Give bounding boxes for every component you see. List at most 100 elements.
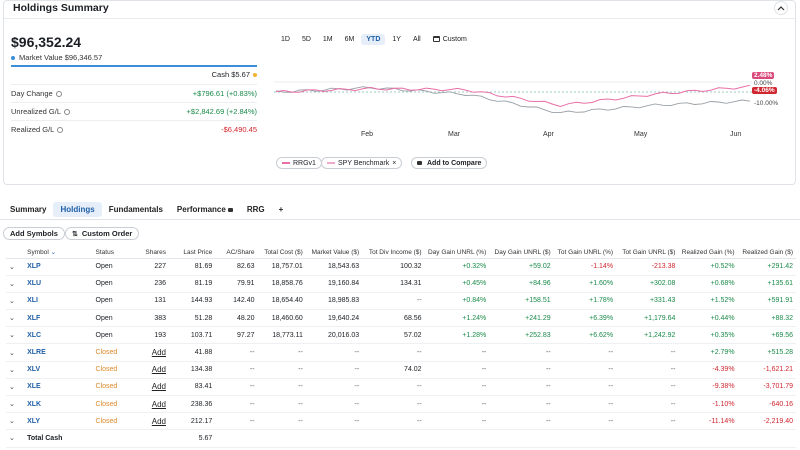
cell-symbol[interactable]: XLI	[24, 292, 93, 311]
cell-symbol[interactable]: XLY	[24, 412, 93, 431]
range-1y[interactable]: 1Y	[392, 36, 401, 43]
chevron-up-icon[interactable]	[774, 1, 788, 15]
table-row[interactable]: ⌄ XLV Closed Add 134.38 -- -- -- 74.02 -- -- -- -- -4…	[6, 361, 796, 379]
col-tot-gain-usd[interactable]: Tot Gain UNRL ($)	[616, 247, 679, 259]
cell-tot-gain-pct: +1.60%	[553, 275, 617, 293]
table-row[interactable]: ⌄ XLU Open 236 81.19 79.91 18,858.76 19,160.84 1…	[6, 275, 796, 293]
cell-div-income: --	[362, 395, 425, 414]
cell-tot-gain-pct: -1.14%	[553, 258, 617, 276]
cell-realized-pct: +0.44%	[678, 309, 738, 328]
cell-tot-gain-pct: --	[553, 361, 617, 379]
add-shares-link[interactable]: Add	[134, 378, 169, 397]
cell-shares: 236	[134, 275, 169, 293]
table-row[interactable]: ⌄ XLF Open 383 51.28 48.20 18,460.60 19,640.24 6…	[6, 309, 796, 328]
cell-symbol[interactable]: XLP	[24, 258, 93, 276]
add-shares-link[interactable]: Add	[134, 412, 169, 431]
cell-status: Closed	[92, 395, 135, 414]
col-market-value[interactable]: Market Value ($)	[305, 247, 363, 259]
table-row[interactable]: ⌄ XLP Open 227 81.69 82.63 18,757.01 18,543.63 1…	[6, 258, 796, 276]
cell-market-value: 20,016.03	[305, 326, 363, 345]
cell-symbol[interactable]: XLF	[24, 309, 93, 328]
table-row[interactable]: ⌄ XLE Closed Add 83.41 -- -- -- -- -- -- -- -- -9.38%…	[6, 378, 796, 397]
range-1m[interactable]: 1M	[322, 36, 333, 43]
col-realized-usd[interactable]: Realized Gain ($)	[737, 247, 796, 259]
expand-chevron-icon[interactable]: ⌄	[6, 412, 25, 431]
custom-order-button[interactable]: ⇅ Custom Order	[65, 227, 140, 240]
range-1d[interactable]: 1D	[281, 36, 290, 43]
cell-total-cost: --	[257, 412, 306, 431]
range-6m[interactable]: 6M	[344, 36, 355, 43]
market-value-dot-icon	[11, 55, 15, 60]
total-value: $96,352.24	[11, 34, 82, 50]
expand-chevron-icon[interactable]: ⌄	[6, 275, 25, 293]
cell-symbol[interactable]: XLU	[24, 275, 93, 293]
col-tot-gain-pct[interactable]: Tot Gain UNRL (%)	[553, 247, 617, 259]
add-shares-link[interactable]: Add	[134, 361, 169, 379]
tab-holdings[interactable]: Holdings	[53, 202, 102, 217]
x-tick-apr: Apr	[543, 131, 554, 138]
col-realized-pct[interactable]: Realized Gain (%)	[678, 247, 738, 259]
cell-symbol[interactable]: XLK	[24, 395, 93, 414]
expand-chevron-icon[interactable]: ⌄	[6, 326, 25, 345]
cell-day-gain-pct: +1.28%	[424, 326, 490, 345]
expand-chevron-icon[interactable]: ⌄	[6, 343, 25, 362]
expand-chevron-icon[interactable]: ⌄	[6, 361, 25, 379]
cell-ac-share: --	[215, 343, 258, 362]
cell-realized-pct: +1.52%	[678, 292, 738, 311]
expand-chevron-icon[interactable]: ⌄	[6, 395, 25, 414]
col-status[interactable]: Status	[92, 247, 135, 259]
tab-fundamentals[interactable]: Fundamentals	[108, 205, 163, 214]
legend-spy[interactable]: SPY Benchmark ×	[321, 157, 403, 169]
table-row[interactable]: ⌄ XLY Closed Add 212.17 -- -- -- -- -- -- -- -- -11.1…	[6, 412, 796, 431]
market-value-line: Market Value $96,346.57	[11, 53, 102, 62]
col-symbol[interactable]: Symbol ⌄	[24, 247, 93, 259]
lock-icon	[227, 208, 233, 212]
expand-chevron-icon[interactable]: ⌄	[6, 258, 25, 276]
cell-shares: 131	[134, 292, 169, 311]
realized-value: -$6,490.45	[221, 125, 257, 134]
cell-symbol[interactable]: XLRE	[24, 343, 93, 362]
expand-chevron-icon[interactable]: ⌄	[6, 309, 25, 328]
add-shares-link[interactable]: Add	[134, 395, 169, 414]
table-row[interactable]: ⌄ XLC Open 193 103.71 97.27 18,773.11 20,016.03…	[6, 326, 796, 345]
cell-symbol[interactable]: XLV	[24, 361, 93, 379]
remove-benchmark-icon[interactable]: ×	[392, 159, 397, 167]
info-icon[interactable]	[55, 90, 62, 97]
table-row[interactable]: ⌄ XLK Closed Add 238.36 -- -- -- -- -- -- -- -- -1.10…	[6, 395, 796, 414]
expand-chevron-icon[interactable]: ⌄	[6, 292, 25, 311]
table-row[interactable]: ⌄ XLI Open 131 144.93 142.40 18,654.40 18,985.8…	[6, 292, 796, 311]
table-row[interactable]: ⌄ XLRE Closed Add 41.88 -- -- -- -- -- -- -- -- +2.79…	[6, 343, 796, 362]
add-tab-button[interactable]: +	[278, 205, 284, 214]
col-total-cost[interactable]: Total Cost ($)	[257, 247, 306, 259]
add-symbols-button[interactable]: Add Symbols	[3, 227, 65, 240]
legend-portfolio[interactable]: RRGv1	[276, 157, 322, 169]
range-all[interactable]: All	[412, 36, 421, 43]
col-shares[interactable]: Shares	[134, 247, 169, 259]
col-last-price[interactable]: Last Price	[169, 247, 216, 259]
cell-symbol[interactable]: XLE	[24, 378, 93, 397]
cell-tot-gain-usd: +1,242.92	[616, 326, 679, 345]
info-icon[interactable]	[57, 126, 64, 133]
col-day-gain-pct[interactable]: Day Gain UNRL (%)	[424, 247, 490, 259]
cash-row: Cash $5.67	[11, 70, 257, 79]
range-5d[interactable]: 5D	[301, 36, 311, 43]
tab-rrg[interactable]: RRG	[246, 205, 265, 214]
col-ac-share[interactable]: AC/Share	[215, 247, 258, 259]
add-shares-link[interactable]: Add	[134, 343, 169, 362]
y-tick-neg10: -10.00%	[754, 100, 779, 107]
cell-symbol[interactable]: XLC	[24, 326, 93, 345]
add-to-compare-button[interactable]: Add to Compare	[411, 157, 488, 169]
expand-chevron-icon[interactable]: ⌄	[6, 429, 25, 448]
expand-chevron-icon[interactable]: ⌄	[6, 378, 25, 397]
cell-div-income: 74.02	[362, 361, 425, 379]
info-icon[interactable]	[64, 108, 71, 115]
range-ytd[interactable]: YTD	[361, 34, 386, 45]
tab-performance[interactable]: Performance	[170, 202, 240, 217]
col-div-income[interactable]: Tot Div Income ($)	[362, 247, 425, 259]
range-custom[interactable]: Custom	[428, 34, 472, 45]
cell-realized-pct: +2.79%	[678, 343, 738, 362]
col-day-gain-usd[interactable]: Day Gain UNRL ($)	[489, 247, 554, 259]
holdings-table: Symbol ⌄ Status Shares Last Price AC/Sha…	[6, 247, 796, 448]
tab-summary[interactable]: Summary	[10, 205, 47, 214]
cell-realized-usd: -2,219.40	[737, 412, 796, 431]
